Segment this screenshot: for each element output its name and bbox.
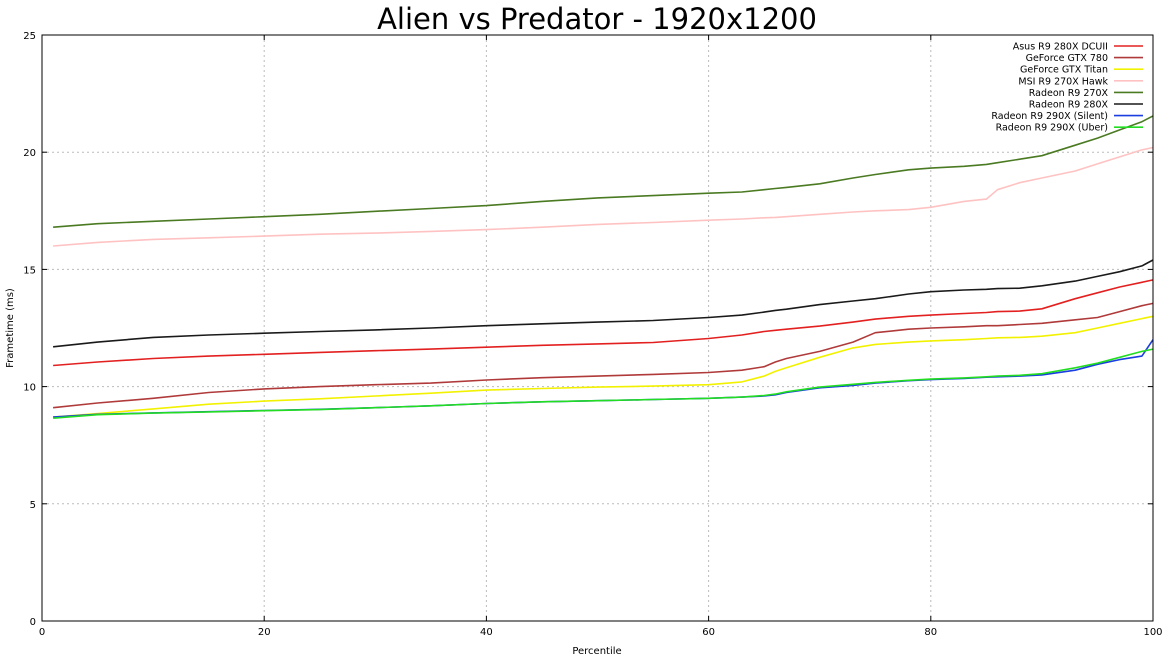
legend-label: Radeon R9 290X (Uber) — [996, 123, 1108, 134]
series-line-8 — [53, 348, 1154, 419]
y-tick-label: 5 — [30, 500, 36, 511]
legend-label: Asus R9 280X DCUII — [1013, 42, 1108, 53]
chart-title: Alien vs Predator - 1920x1200 — [377, 2, 817, 36]
legend-label: Radeon R9 290X (Silent) — [991, 111, 1108, 122]
grid — [42, 35, 1153, 621]
series-line-1 — [53, 279, 1154, 367]
legend-label: Radeon R9 270X — [1029, 88, 1109, 99]
x-tick-label: 0 — [39, 627, 45, 638]
x-tick-label: 40 — [480, 627, 493, 638]
x-tick-label: 100 — [1143, 627, 1162, 638]
y-tick-label: 20 — [23, 148, 36, 159]
legend-label: GeForce GTX 780 — [1026, 53, 1108, 64]
series-line-6 — [53, 259, 1154, 348]
y-tick-label: 0 — [30, 617, 36, 628]
series-line-3 — [53, 315, 1154, 418]
x-tick-label: 80 — [924, 627, 937, 638]
x-axis-label: Percentile — [572, 646, 621, 657]
y-tick-label: 15 — [23, 265, 36, 276]
legend-label: MSI R9 270X Hawk — [1018, 76, 1108, 87]
plot-frame — [41, 34, 1154, 622]
series-line-5 — [53, 115, 1154, 228]
y-tick-label: 10 — [23, 383, 36, 394]
legend-label: GeForce GTX Titan — [1020, 65, 1108, 76]
x-tick-label: 60 — [702, 627, 715, 638]
y-tick-label: 25 — [23, 31, 36, 42]
series-line-4 — [53, 146, 1154, 247]
series-line-2 — [53, 302, 1154, 409]
y-axis-label: Frametime (ms) — [5, 288, 16, 368]
ticks: 0 20 40 60 80 100 0 5 10 15 20 25 — [23, 31, 1162, 638]
series-lines — [53, 115, 1154, 419]
x-tick-label: 20 — [258, 627, 271, 638]
legend-label: Radeon R9 280X — [1029, 100, 1109, 111]
